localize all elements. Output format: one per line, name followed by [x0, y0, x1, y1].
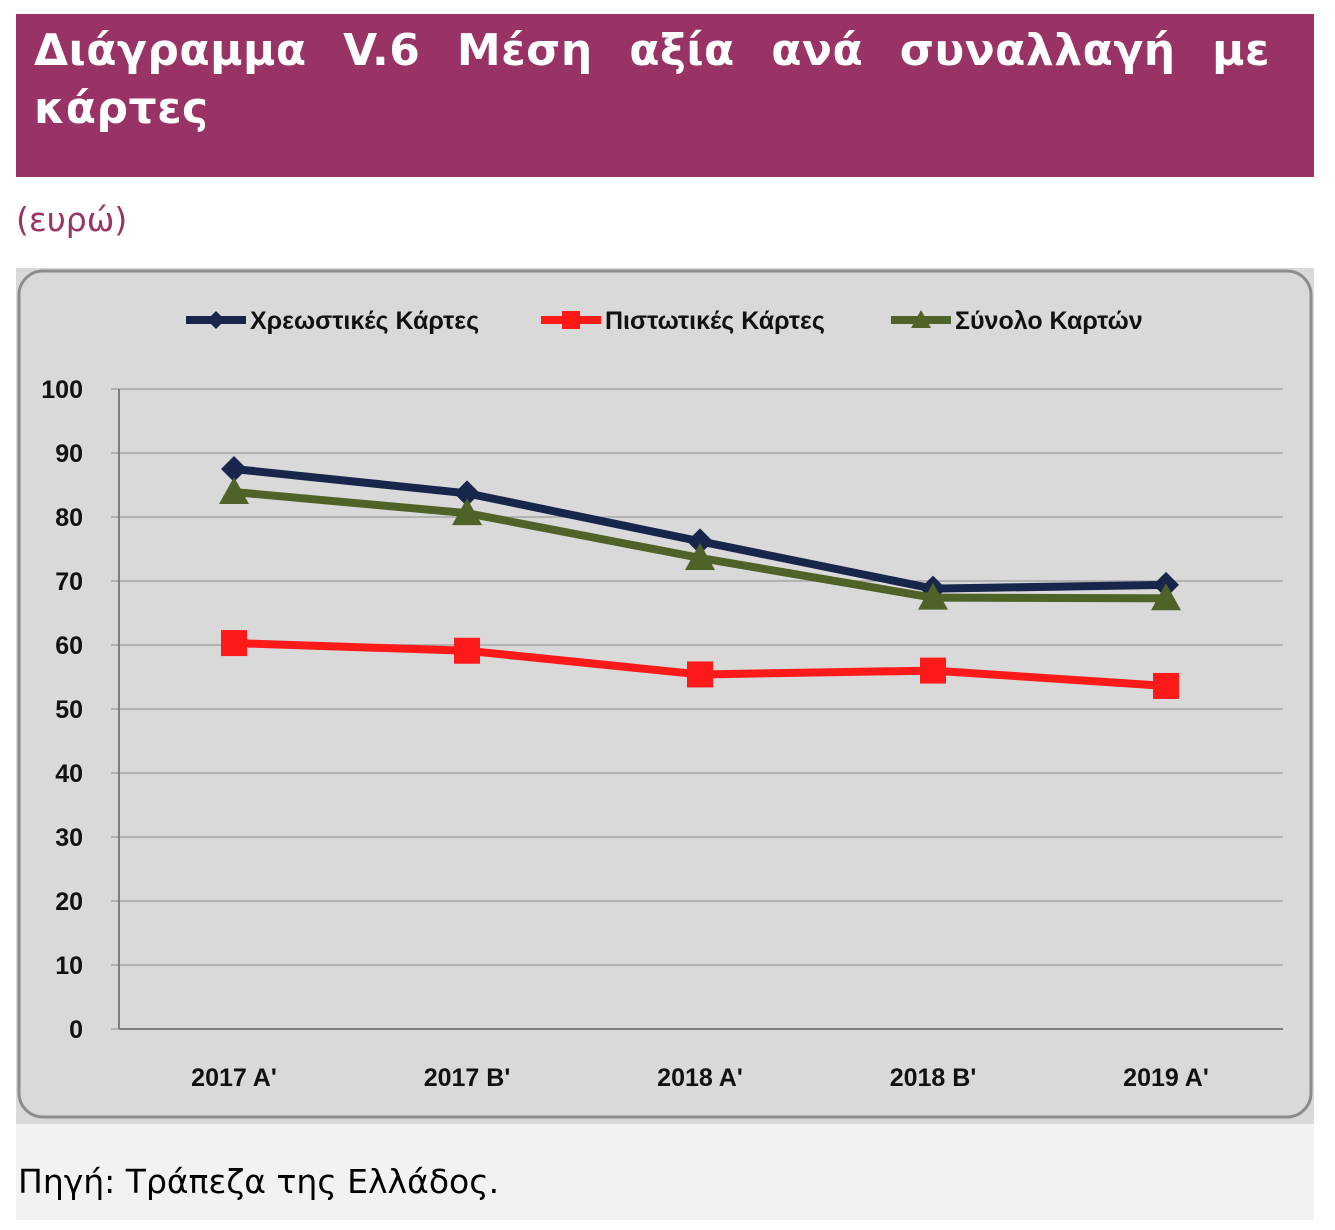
legend-marker — [911, 310, 931, 328]
y-tick-label: 30 — [55, 824, 83, 852]
legend-item: Πιστωτικές Κάρτες — [541, 307, 825, 335]
data-point — [1153, 672, 1179, 699]
data-point — [454, 637, 480, 664]
legend-label: Χρεωστικές Κάρτες — [250, 307, 479, 335]
y-tick-label: 10 — [55, 952, 83, 980]
data-point — [452, 498, 482, 526]
data-point — [687, 661, 713, 688]
y-tick-label: 50 — [55, 696, 83, 724]
chart-area — [17, 269, 1313, 1119]
y-tick-label: 40 — [55, 760, 83, 788]
x-tick-label: 2019 A' — [1123, 1064, 1209, 1092]
data-point — [920, 657, 946, 684]
y-tick-label: 90 — [55, 440, 83, 468]
legend: Χρεωστικές Κάρτες Πιστωτικές Κάρτες Σύνολο… — [186, 307, 1143, 335]
legend-marker — [562, 311, 580, 329]
data-point — [1151, 583, 1181, 611]
chart-frame: 0 10 20 30 40 50 60 70 80 90 100 2017 A' 2017 B' 201… — [16, 268, 1314, 1124]
title-bar: Διάγραμμα V.6 Μέση αξία ανά συναλλαγή με… — [16, 14, 1314, 177]
legend-label: Σύνολο Καρτών — [955, 307, 1143, 335]
legend-item: Χρεωστικές Κάρτες — [186, 307, 479, 335]
x-tick-label: 2017 A' — [191, 1064, 277, 1092]
data-point — [454, 480, 480, 507]
y-tick-label: 100 — [41, 376, 83, 404]
x-axis-ticks: 2017 A' 2017 B' 2018 A' 2018 B' 2019 A' — [191, 1064, 1209, 1092]
data-point — [219, 477, 249, 505]
series-2 — [221, 630, 1179, 699]
legend-marker — [207, 311, 225, 329]
y-axis-ticks: 0 10 20 30 40 50 60 70 80 90 100 — [41, 376, 83, 1044]
series-3 — [219, 477, 1181, 611]
legend-label: Πιστωτικές Κάρτες — [605, 307, 825, 335]
source-box: Πηγή: Τράπεζα της Ελλάδος. — [16, 1124, 1314, 1220]
series-1 — [221, 456, 1179, 602]
axes — [118, 389, 1283, 1030]
y-tick-label: 20 — [55, 888, 83, 916]
unit-label: (ευρώ) — [16, 200, 128, 239]
legend-item: Σύνολο Καρτών — [891, 307, 1143, 335]
data-point — [687, 528, 713, 555]
y-tick-label: 80 — [55, 504, 83, 532]
source-note: Πηγή: Τράπεζα της Ελλάδος. — [18, 1162, 500, 1201]
y-tick-label: 0 — [69, 1016, 83, 1044]
chart-title: Διάγραμμα V.6 Μέση αξία ανά συναλλαγή με… — [34, 25, 1270, 134]
data-point — [918, 582, 948, 610]
y-tick-label: 70 — [55, 568, 83, 596]
y-tick-label: 60 — [55, 632, 83, 660]
series — [219, 456, 1181, 699]
data-point — [685, 542, 715, 570]
x-tick-label: 2018 B' — [890, 1064, 977, 1092]
x-tick-label: 2017 B' — [424, 1064, 511, 1092]
x-tick-label: 2018 A' — [657, 1064, 743, 1092]
data-point — [221, 456, 247, 482]
data-point — [221, 630, 247, 657]
